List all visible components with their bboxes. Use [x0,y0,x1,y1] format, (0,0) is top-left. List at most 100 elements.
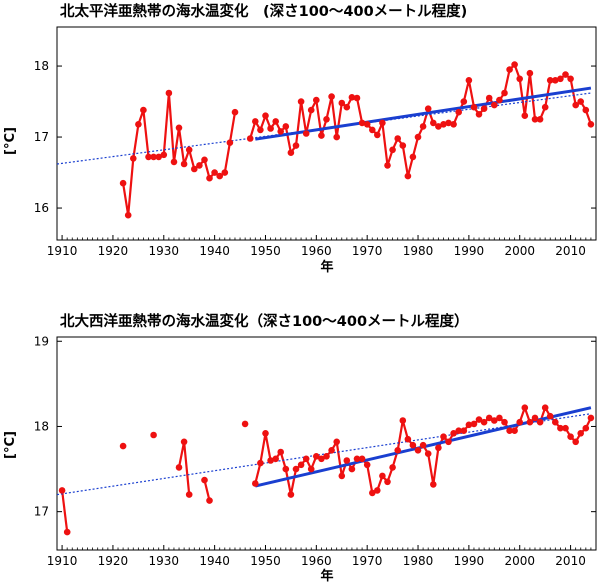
data-point [389,464,396,471]
data-point [445,119,452,127]
data-point [526,69,534,77]
data-point [531,116,539,123]
data-point [287,491,295,498]
data-point [516,75,523,83]
chart-title: 北大西洋亜熱帯の海水温変化（深さ100〜400メートル程度） [60,312,469,330]
data-point [180,438,188,446]
data-point [338,99,346,107]
x-tick-label: 1930 [149,554,180,568]
data-points [119,61,595,219]
data-point [506,66,513,73]
data-point [170,158,178,166]
data-point [455,427,463,435]
data-point [501,89,508,97]
data-point [241,420,249,428]
data-points [58,404,595,536]
data-point [562,424,569,432]
data-point [460,98,468,105]
data-point [180,160,188,168]
data-point [465,77,473,84]
data-point [257,459,264,467]
data-point [552,77,559,84]
data-point [287,149,295,156]
x-tick-label: 1920 [98,554,129,568]
x-tick-label: 1940 [199,554,230,568]
data-point [567,433,574,441]
data-point [211,169,218,176]
chart-north-pacific: 北太平洋亜熱帯の海水温変化 (深さ100〜400メートル程度) [°C] 年 1… [3,2,597,275]
data-point [318,455,325,463]
data-point [384,478,391,486]
data-point [231,108,239,116]
x-tick-label: 1990 [454,244,485,258]
x-tick-label: 2010 [555,244,586,258]
data-point [272,118,280,125]
data-point [318,132,325,139]
data-point [546,77,554,84]
data-point [491,101,498,109]
data-point [470,420,478,428]
data-point [221,169,229,176]
data-point [414,133,422,141]
x-tick-label: 2010 [555,554,586,568]
data-point [399,417,407,424]
x-tick-label: 1980 [403,244,434,258]
data-point [323,116,330,123]
data-point [185,491,193,498]
data-point [419,123,427,130]
data-point [511,61,518,68]
data-point [328,447,335,454]
data-point [343,103,351,111]
data-point [460,427,468,435]
data-point [119,442,127,450]
data-point [282,123,290,130]
data-lines [56,406,592,533]
data-point [307,106,315,114]
data-point [379,472,386,480]
data-point [292,142,300,149]
data-point [343,457,351,464]
y-tick-label: 18 [34,59,49,73]
data-point [226,139,234,146]
data-point [445,438,452,446]
data-point [546,412,554,420]
data-point [297,461,305,469]
data-point [419,441,427,449]
data-point [496,96,503,104]
data-point [587,121,595,128]
data-lines [56,63,592,217]
data-point [313,453,320,460]
x-tick-label: 1970 [352,554,383,568]
data-point [435,123,442,130]
observed-line [122,91,237,217]
data-point [430,119,437,127]
data-point [374,131,381,139]
data-point [562,71,569,78]
data-point [480,105,488,112]
data-point [185,146,193,154]
trend-line-full [56,92,591,165]
data-point [348,465,356,473]
data-point [323,453,330,460]
data-point [262,430,269,437]
data-point [277,448,285,456]
data-point [262,112,269,119]
data-point [374,487,381,494]
x-tick-label: 1930 [149,244,180,258]
x-tick-label: 1950 [250,554,281,568]
x-tick-label: 1950 [250,244,281,258]
y-tick-label: 19 [34,334,49,348]
axis-ticks: 1910 1920 1930 1940 1950 1960 1970 1980 1990 2000… [34,334,597,568]
data-point [572,438,579,446]
data-point [216,172,223,180]
x-axis-label: 年 [320,259,333,275]
data-point [577,430,584,437]
data-point [313,96,320,104]
data-point [501,418,508,426]
data-point [440,121,447,128]
data-point [363,121,371,128]
data-point [450,430,457,437]
data-point [506,427,513,435]
data-point [521,404,529,412]
